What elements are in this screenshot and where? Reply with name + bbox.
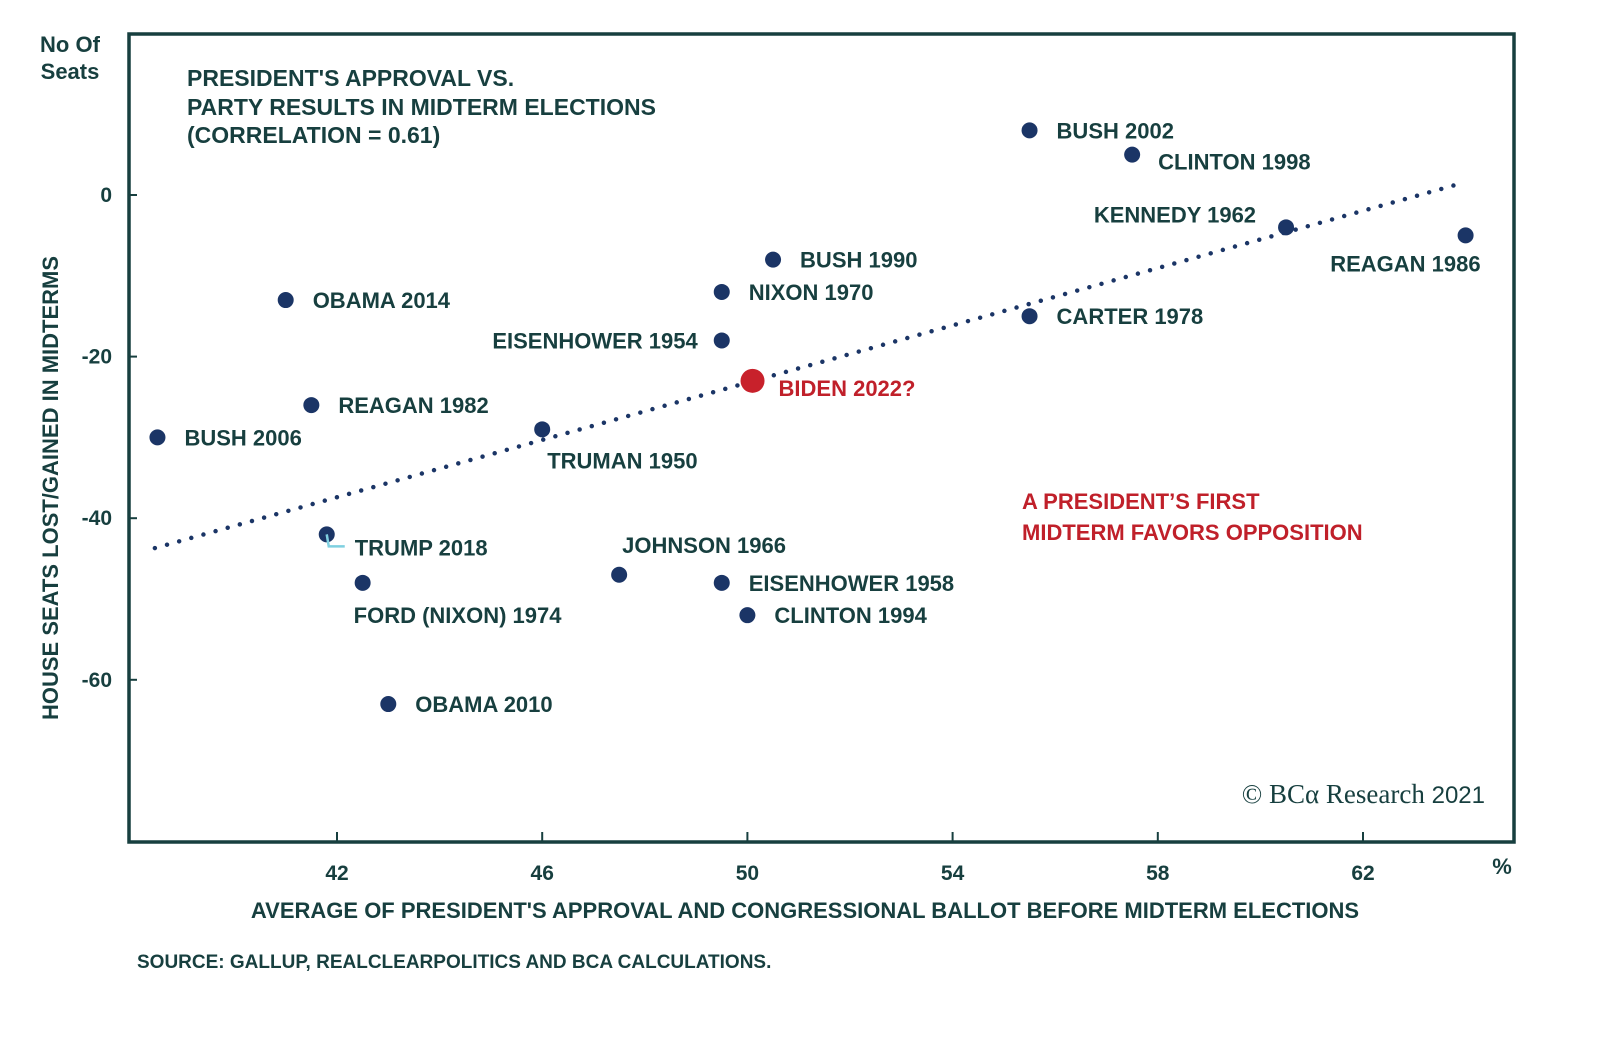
x-tick-label: 50 <box>736 862 759 885</box>
data-point <box>277 292 294 309</box>
data-point <box>713 574 730 591</box>
data-point <box>303 397 320 414</box>
data-point <box>1124 146 1141 163</box>
source-note: SOURCE: GALLUP, REALCLEARPOLITICS AND BC… <box>137 952 771 973</box>
data-point <box>1278 219 1295 236</box>
data-point-label: FORD (NIXON) 1974 <box>354 603 563 628</box>
data-point <box>380 696 397 713</box>
highlight-point-label: BIDEN 2022? <box>779 376 916 401</box>
data-point-label: BUSH 2006 <box>184 425 301 450</box>
copyright-brand: BCα <box>1269 779 1319 809</box>
data-point-label: CARTER 1978 <box>1057 304 1204 329</box>
chart-title-line3: (CORRELATION = 0.61) <box>187 122 440 148</box>
label-connector <box>325 534 345 548</box>
data-point-label: BUSH 1990 <box>800 248 917 273</box>
x-tick-label: 62 <box>1351 862 1374 885</box>
x-tick-label: 46 <box>531 862 554 885</box>
data-point <box>354 574 371 591</box>
data-point-label: BUSH 2002 <box>1057 118 1174 143</box>
data-point-label: KENNEDY 1962 <box>1094 202 1256 227</box>
x-tick-label: 54 <box>941 862 965 885</box>
data-point <box>1457 227 1474 244</box>
data-point <box>1021 308 1038 325</box>
copyright-year: 2021 <box>1432 782 1485 809</box>
data-point-label: REAGAN 1982 <box>338 393 488 418</box>
copyright-logo: © BCα Research 2021 <box>1242 779 1485 809</box>
data-point <box>1021 122 1038 139</box>
data-point-label: OBAMA 2010 <box>415 692 552 717</box>
data-point <box>611 566 628 583</box>
data-point <box>713 283 730 300</box>
y-unit-label-line2: Seats <box>41 59 100 84</box>
data-point <box>149 429 166 446</box>
y-tick-label: -60 <box>82 669 112 692</box>
x-tick-label: 42 <box>325 862 348 885</box>
annotation-line1: A PRESIDENT’S FIRST <box>1022 489 1260 514</box>
plot-frame <box>127 32 1516 844</box>
highlight-point <box>740 368 765 393</box>
data-point <box>765 251 782 268</box>
chart-title-line2: PARTY RESULTS IN MIDTERM ELECTIONS <box>187 94 656 120</box>
data-point-label: EISENHOWER 1958 <box>749 571 954 596</box>
data-point <box>739 607 756 624</box>
x-unit-label: % <box>1492 854 1512 879</box>
data-point <box>534 421 551 438</box>
x-tick-label: 58 <box>1146 862 1170 885</box>
data-point <box>713 332 730 349</box>
y-axis-label: HOUSE SEATS LOST/GAINED IN MIDTERMS <box>38 256 63 720</box>
y-unit-label-line1: No Of <box>40 32 101 57</box>
annotation-line2: MIDTERM FAVORS OPPOSITION <box>1022 520 1363 545</box>
data-point-label: EISENHOWER 1954 <box>492 328 698 353</box>
data-point-label: TRUMAN 1950 <box>547 448 697 473</box>
chart-title-line1: PRESIDENT'S APPROVAL VS. <box>187 65 514 91</box>
data-point-label: JOHNSON 1966 <box>622 533 786 558</box>
y-tick-label: -20 <box>82 346 112 369</box>
data-point-label: OBAMA 2014 <box>313 288 451 313</box>
data-point-label: REAGAN 1986 <box>1330 251 1480 276</box>
data-point-label: CLINTON 1998 <box>1158 150 1310 175</box>
copyright-name: Research <box>1326 779 1425 809</box>
y-tick-label: 0 <box>100 184 112 207</box>
x-axis-label: AVERAGE OF PRESIDENT'S APPROVAL AND CONG… <box>251 898 1359 923</box>
data-point-label: NIXON 1970 <box>749 280 874 305</box>
y-tick-label: -40 <box>82 507 112 530</box>
data-point-label: CLINTON 1994 <box>774 603 927 628</box>
trend-line <box>152 180 1466 551</box>
copyright-symbol: © <box>1242 779 1263 809</box>
data-point-label: TRUMP 2018 <box>355 535 488 560</box>
